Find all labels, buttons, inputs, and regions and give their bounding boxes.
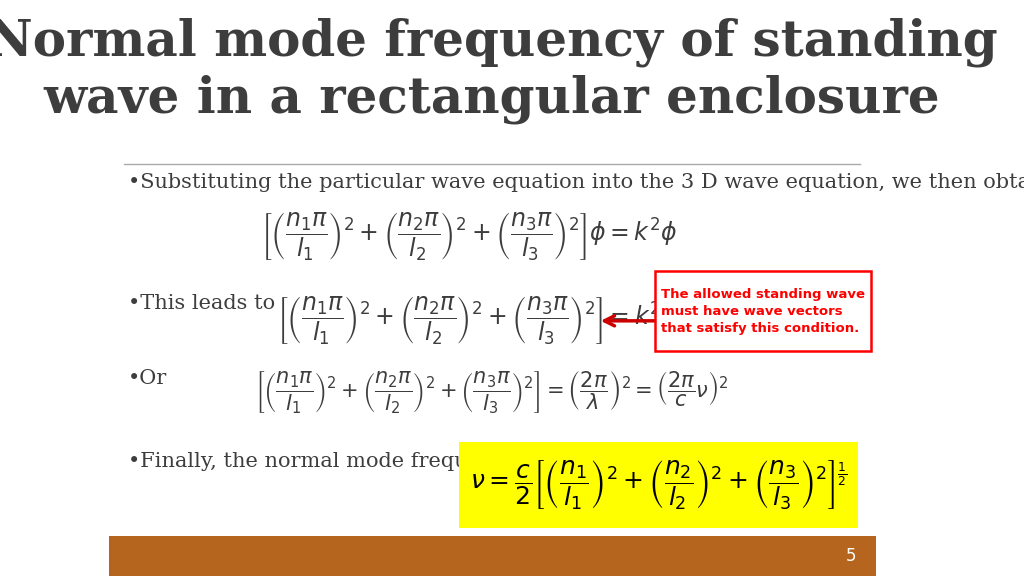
FancyBboxPatch shape xyxy=(459,442,858,528)
Text: $\left[\left(\dfrac{n_1\pi}{l_1}\right)^{2}+\left(\dfrac{n_2\pi}{l_2}\right)^{2}: $\left[\left(\dfrac{n_1\pi}{l_1}\right)^… xyxy=(278,294,660,347)
Text: $\nu = \dfrac{c}{2}\left[\left(\dfrac{n_1}{l_1}\right)^{2}+\left(\dfrac{n_2}{l_2: $\nu = \dfrac{c}{2}\left[\left(\dfrac{n_… xyxy=(470,458,847,511)
Text: $\left[\left(\dfrac{n_1\pi}{l_1}\right)^{2}+\left(\dfrac{n_2\pi}{l_2}\right)^{2}: $\left[\left(\dfrac{n_1\pi}{l_1}\right)^… xyxy=(261,210,677,263)
Text: $\left[\left(\dfrac{n_1\pi}{l_1}\right)^{2}+\left(\dfrac{n_2\pi}{l_2}\right)^{2}: $\left[\left(\dfrac{n_1\pi}{l_1}\right)^… xyxy=(255,370,729,416)
FancyBboxPatch shape xyxy=(109,536,876,576)
Text: •Substituting the particular wave equation into the 3 D wave equation, we then o: •Substituting the particular wave equati… xyxy=(128,173,1024,192)
Text: Normal mode frequency of standing
wave in a rectangular enclosure: Normal mode frequency of standing wave i… xyxy=(0,17,997,124)
Text: •This leads to: •This leads to xyxy=(128,294,274,313)
Text: •Or: •Or xyxy=(128,369,167,388)
Text: 5: 5 xyxy=(846,547,856,565)
Text: The allowed standing wave
must have wave vectors
that satisfy this condition.: The allowed standing wave must have wave… xyxy=(660,287,864,335)
Text: •Finally, the normal mode frequency v;: •Finally, the normal mode frequency v; xyxy=(128,452,543,471)
FancyBboxPatch shape xyxy=(654,271,870,351)
